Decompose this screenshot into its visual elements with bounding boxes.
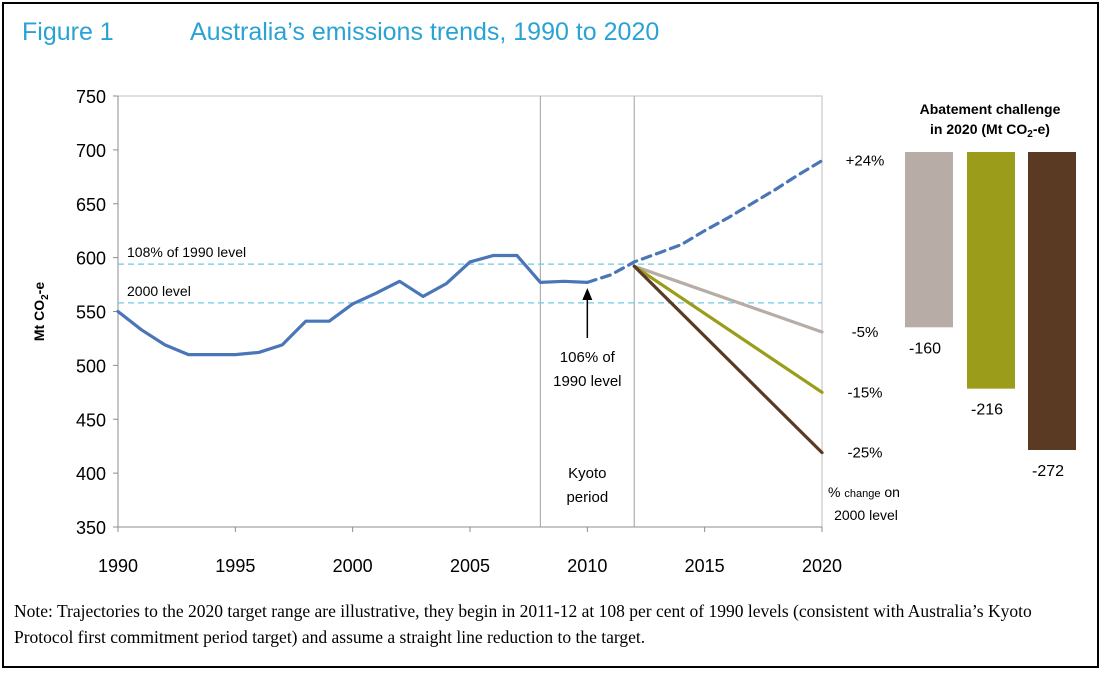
y-tick-label: 350 <box>76 518 106 538</box>
y-tick-label: 750 <box>76 87 106 107</box>
y-tick-label: 550 <box>76 303 106 323</box>
reference-line-label: 2000 level <box>127 283 191 299</box>
y-tick-label: 400 <box>76 464 106 484</box>
x-tick-label: 2015 <box>685 556 725 576</box>
pct-change-label: % change on <box>828 484 900 500</box>
annotation-arrowhead <box>582 288 593 300</box>
x-tick-label: 1990 <box>98 556 138 576</box>
abatement-bar-label: -216 <box>971 402 1003 419</box>
series-line-historical <box>116 253 589 357</box>
series-line-minus25 <box>632 264 824 455</box>
abatement-bar <box>1028 152 1076 450</box>
series-line-minus5 <box>632 264 824 334</box>
annotation-label: 106% of <box>560 349 616 366</box>
x-tick-label: 1995 <box>215 556 255 576</box>
y-tick-label: 600 <box>76 249 106 269</box>
figure-number: Figure 1 <box>22 18 114 46</box>
plot-area <box>117 95 823 528</box>
kyoto-label: Kyoto <box>568 465 606 482</box>
y-tick-label: 700 <box>76 141 106 161</box>
x-tick-label: 2020 <box>802 556 842 576</box>
y-axis-title: Mt CO2-e <box>31 282 51 341</box>
abatement-title: Abatement challenge <box>920 101 1061 117</box>
x-tick-label: 2005 <box>450 556 490 576</box>
abatement-bar-label: -160 <box>909 340 941 357</box>
x-tick-label: 2000 <box>333 556 373 576</box>
kyoto-label: period <box>566 489 608 506</box>
line-end-label: +24% <box>846 153 885 170</box>
abatement-bar <box>905 152 953 328</box>
abatement-bar <box>967 152 1015 389</box>
pct-change-label: 2000 level <box>834 507 898 523</box>
annotation-label: 1990 level <box>553 373 621 390</box>
reference-line-label: 108% of 1990 level <box>127 244 246 260</box>
line-end-label: -25% <box>847 445 882 462</box>
chart-note: Note: Trajectories to the 2020 target ra… <box>14 601 1032 647</box>
series-line-projection <box>585 159 824 285</box>
figure-title: Australia’s emissions trends, 1990 to 20… <box>190 18 660 46</box>
y-tick-label: 650 <box>76 195 106 215</box>
abatement-bar-label: -272 <box>1032 463 1064 480</box>
y-tick-label: 500 <box>76 356 106 376</box>
x-tick-label: 2010 <box>567 556 607 576</box>
series-line-minus15 <box>632 264 824 394</box>
y-tick-label: 450 <box>76 410 106 430</box>
line-end-label: -5% <box>852 324 879 341</box>
line-end-label: -15% <box>847 384 882 401</box>
abatement-title: in 2020 (Mt CO2-e) <box>930 121 1050 140</box>
